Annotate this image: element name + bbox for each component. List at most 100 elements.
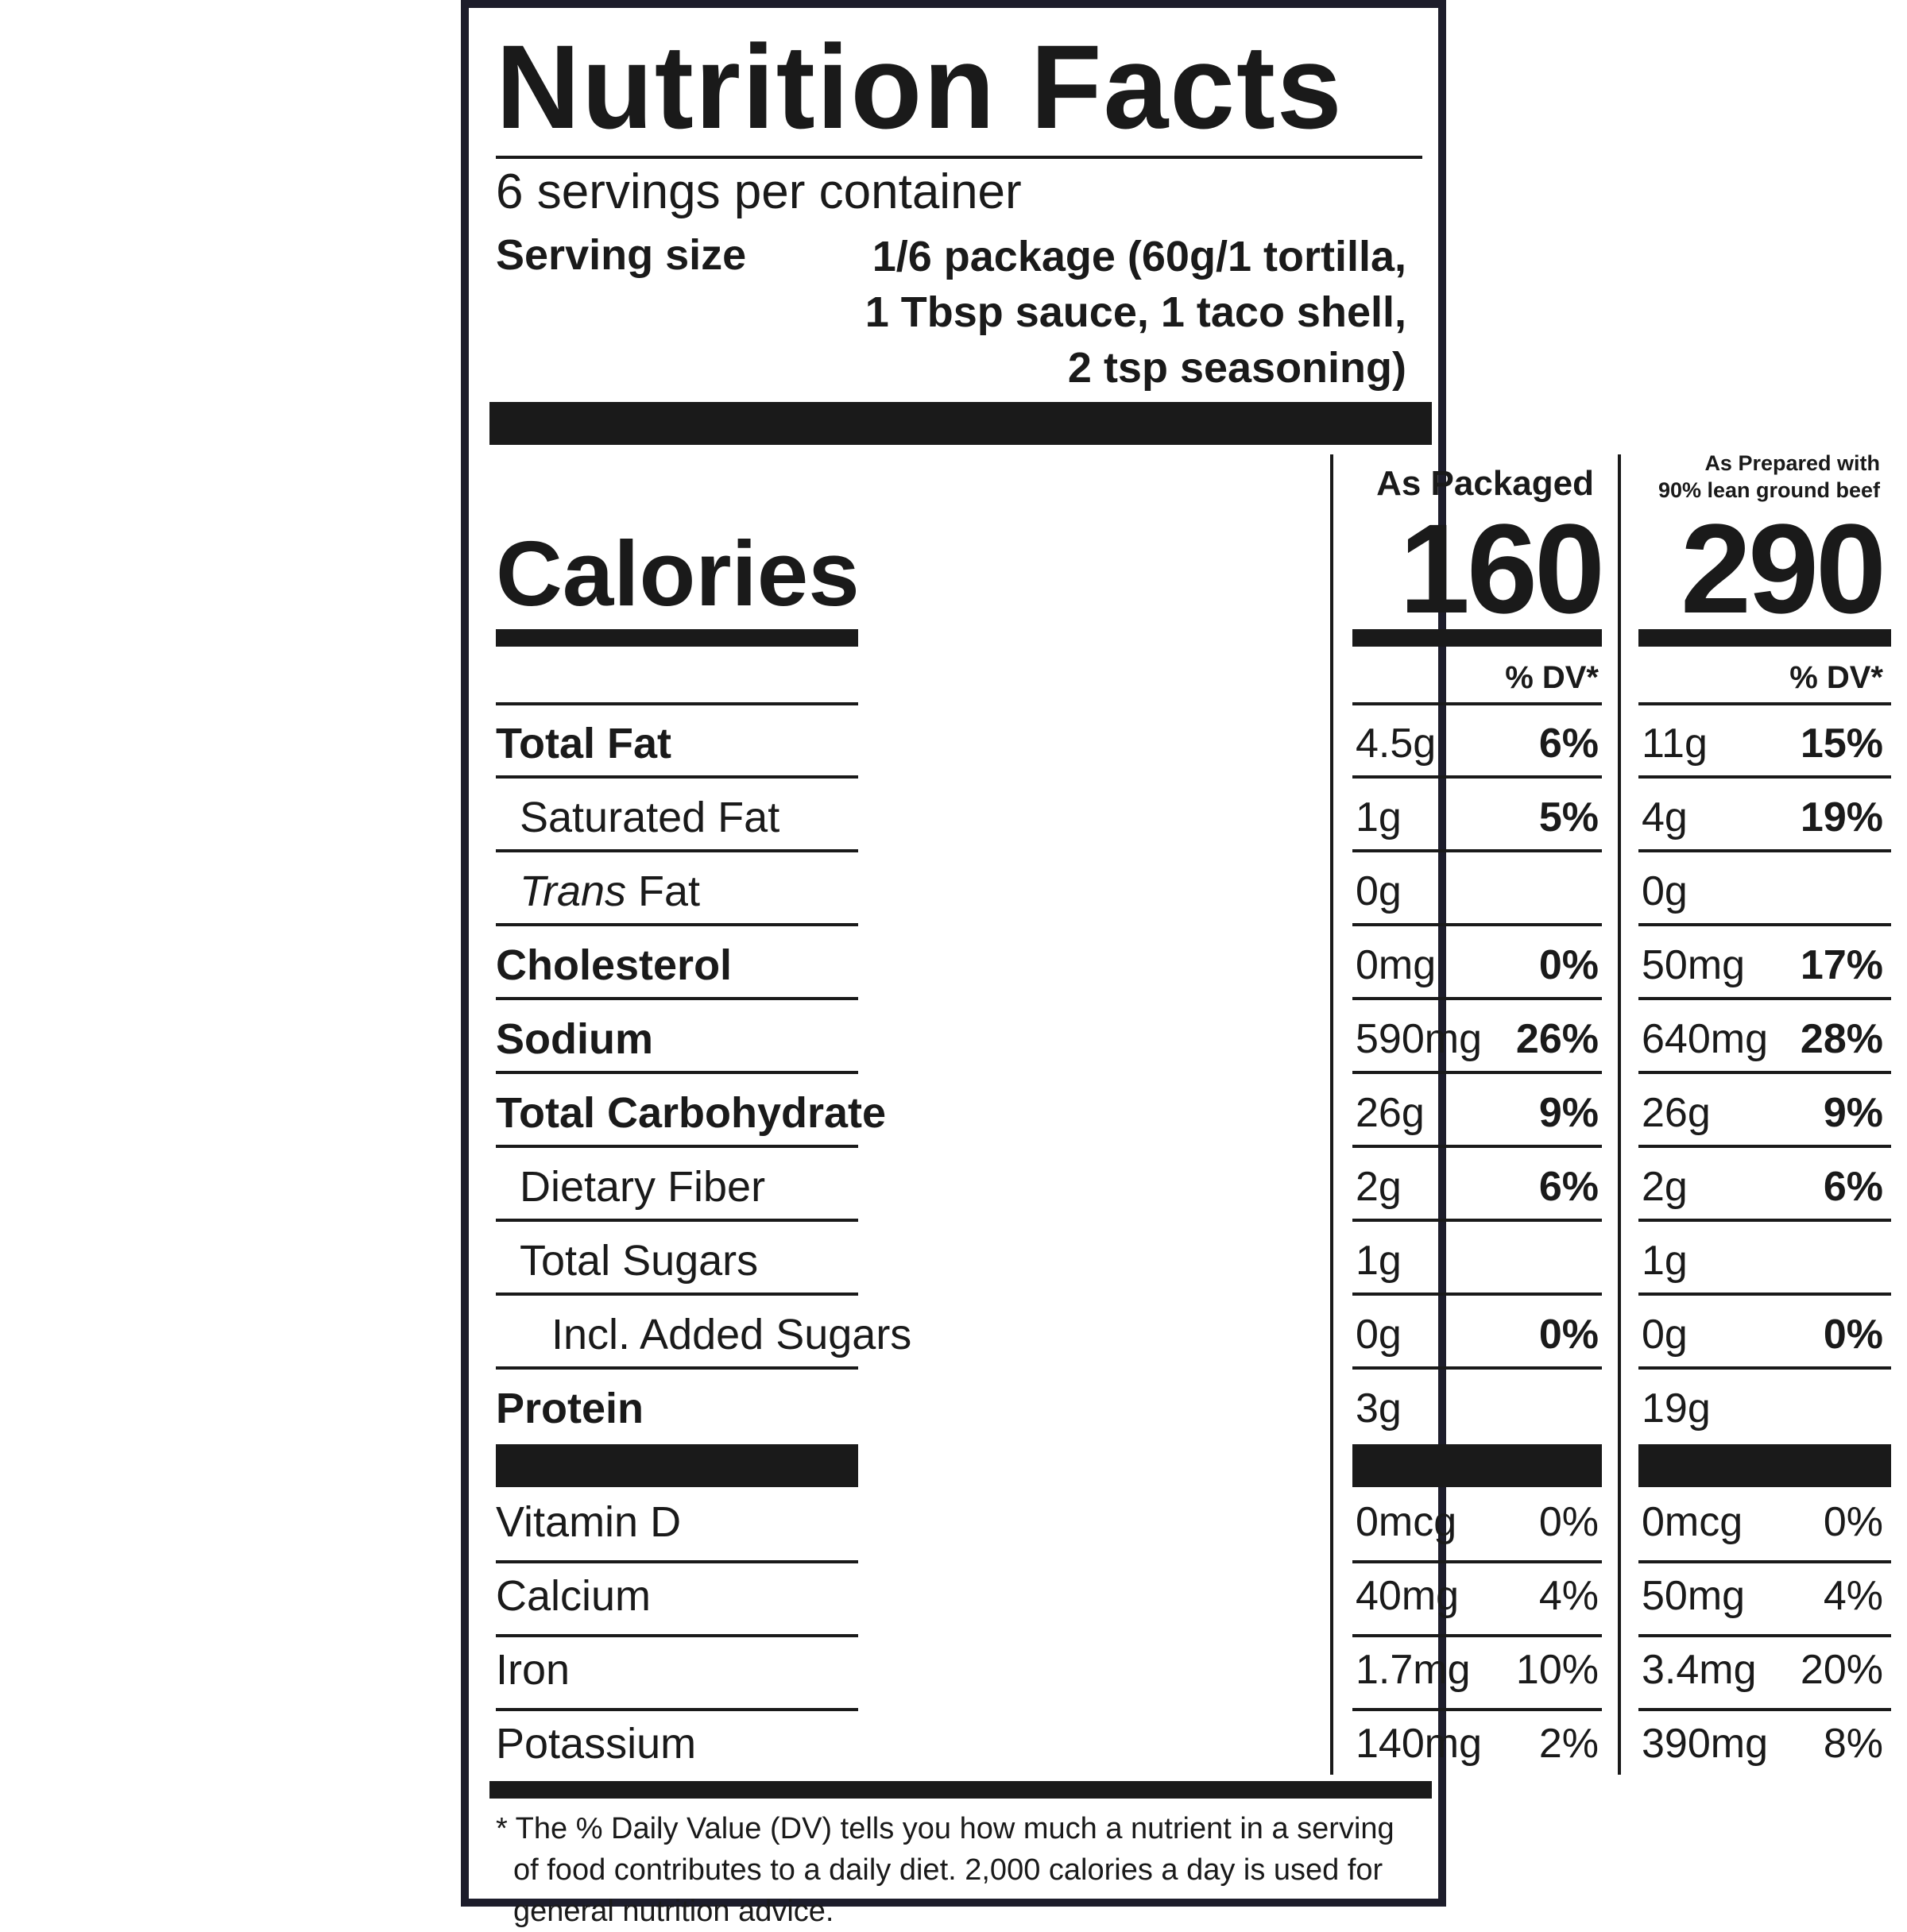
nutrient-name: Saturated Fat <box>520 794 780 841</box>
calories-rule-left <box>496 629 858 647</box>
nutrient-2-rule-right <box>1638 923 1891 926</box>
calories-packaged: 160 <box>1399 497 1605 639</box>
vitamin-1-rule-left <box>496 1634 858 1637</box>
nutrient-3-rule-mid <box>1352 997 1602 1000</box>
nutrient-5-rule-right <box>1638 1145 1891 1148</box>
packaged-dv: 6% <box>1538 721 1599 767</box>
packaged-dv: 4% <box>1538 1573 1599 1619</box>
prepared-dv: 15% <box>1800 721 1883 767</box>
prepared-dv: 9% <box>1823 1090 1883 1136</box>
packaged-dv: 0% <box>1538 942 1599 988</box>
nutrient-7-rule-right <box>1638 1293 1891 1296</box>
prepared-amount: 2g <box>1642 1164 1688 1210</box>
vitamin-name: Calcium <box>496 1572 652 1620</box>
packaged-dv: 0% <box>1538 1312 1599 1358</box>
vitamin-name: Iron <box>496 1646 571 1694</box>
nutrient-7-rule-mid <box>1352 1293 1602 1296</box>
packaged-dv: 26% <box>1515 1016 1599 1062</box>
prepared-dv: 8% <box>1823 1721 1883 1767</box>
prepared-amount: 50mg <box>1642 1573 1746 1619</box>
vitamin-0-rule-right <box>1638 1560 1891 1563</box>
prepared-amount: 26g <box>1642 1090 1711 1136</box>
calories-rule-right <box>1638 629 1891 647</box>
prepared-amount: 1g <box>1642 1238 1688 1284</box>
nutrient-name: Protein <box>496 1385 644 1432</box>
packaged-dv: 0% <box>1538 1499 1599 1545</box>
prepared-dv: 6% <box>1823 1164 1883 1210</box>
packaged-amount: 1g <box>1356 1238 1402 1284</box>
packaged-amount: 0g <box>1356 1312 1402 1358</box>
packaged-amount: 40mg <box>1356 1573 1460 1619</box>
prepared-amount: 3.4mg <box>1642 1647 1757 1693</box>
column-divider-1 <box>1330 454 1333 1775</box>
nutrient-4-rule-mid <box>1352 1071 1602 1074</box>
nutrient-0-rule-right <box>1638 775 1891 779</box>
packaged-amount: 590mg <box>1356 1016 1482 1062</box>
vitamin-bar-right <box>1638 1444 1891 1487</box>
packaged-amount: 0mcg <box>1356 1499 1457 1545</box>
label-title: Nutrition Facts <box>496 20 1344 153</box>
nutrient-name-rest: Fat <box>626 867 701 915</box>
nutrient-8-rule-mid <box>1352 1366 1602 1370</box>
prepared-dv: 0% <box>1823 1312 1883 1358</box>
calories-label: Calories <box>496 522 860 625</box>
packaged-dv: 5% <box>1538 794 1599 840</box>
nutrient-2-rule-left <box>496 923 858 926</box>
vitamin-2-rule-mid <box>1352 1708 1602 1711</box>
packaged-dv: 6% <box>1538 1164 1599 1210</box>
prepared-amount: 0mcg <box>1642 1499 1743 1545</box>
prepared-dv: 19% <box>1800 794 1883 840</box>
packaged-amount: 140mg <box>1356 1721 1482 1767</box>
packaged-amount: 1.7mg <box>1356 1647 1471 1693</box>
dv-rule-left <box>496 702 858 705</box>
nutrient-5-rule-mid <box>1352 1145 1602 1148</box>
dv-header-packaged: % DV* <box>1505 660 1599 695</box>
nutrient-name: Incl. Added Sugars <box>551 1311 912 1358</box>
prepared-dv: 28% <box>1800 1016 1883 1062</box>
serving-size-value: 1/6 package (60g/1 tortilla, 1 Tbsp sauc… <box>865 233 1406 392</box>
nutrient-6-rule-mid <box>1352 1219 1602 1222</box>
prepared-amount: 390mg <box>1642 1721 1768 1767</box>
packaged-amount: 2g <box>1356 1164 1402 1210</box>
nutrition-facts-label: Nutrition Facts 6 servings per container… <box>461 0 1891 1928</box>
nutrient-8-rule-right <box>1638 1366 1891 1370</box>
nutrient-name-italic: Trans <box>520 867 627 915</box>
dv-rule-mid <box>1352 702 1602 705</box>
prepared-amount: 11g <box>1642 721 1708 767</box>
packaged-amount: 26g <box>1356 1090 1425 1136</box>
vitamin-1-rule-right <box>1638 1634 1891 1637</box>
vitamin-2-rule-left <box>496 1708 858 1711</box>
vitamin-0-rule-mid <box>1352 1560 1602 1563</box>
serving-size-label: Serving size <box>496 231 747 279</box>
dv-header-prepared: % DV* <box>1789 660 1883 695</box>
nutrient-3-rule-left <box>496 997 858 1000</box>
nutrient-name: Total Fat <box>496 720 671 767</box>
prepared-amount: 19g <box>1642 1385 1711 1432</box>
prepared-amount: 50mg <box>1642 942 1746 988</box>
packaged-amount: 3g <box>1356 1385 1402 1432</box>
vitamin-name: Vitamin D <box>496 1498 682 1546</box>
prepared-amount: 640mg <box>1642 1016 1768 1062</box>
title-rule <box>496 156 1422 159</box>
prepared-amount: 0g <box>1642 868 1688 914</box>
vitamin-bar-mid <box>1352 1444 1602 1487</box>
nutrient-4-rule-left <box>496 1071 858 1074</box>
vitamin-name: Potassium <box>496 1720 697 1768</box>
packaged-amount: 0mg <box>1356 942 1437 988</box>
packaged-amount: 1g <box>1356 794 1402 840</box>
calories-rule-mid <box>1352 629 1602 647</box>
nutrient-3-rule-right <box>1638 997 1891 1000</box>
vitamin-1-rule-mid <box>1352 1634 1602 1637</box>
prepared-amount: 0g <box>1642 1312 1688 1358</box>
as-packaged-header: As Packaged <box>1376 464 1594 503</box>
prepared-dv: 17% <box>1800 942 1883 988</box>
dv-rule-right <box>1638 702 1891 705</box>
packaged-dv: 10% <box>1515 1647 1599 1693</box>
prepared-dv: 4% <box>1823 1573 1883 1619</box>
prepared-dv: 0% <box>1823 1499 1883 1545</box>
serving-bar <box>489 402 1432 445</box>
packaged-amount: 0g <box>1356 868 1402 914</box>
nutrient-name: Cholesterol <box>496 941 733 989</box>
nutrient-1-rule-right <box>1638 849 1891 852</box>
calories-prepared: 290 <box>1681 497 1886 639</box>
